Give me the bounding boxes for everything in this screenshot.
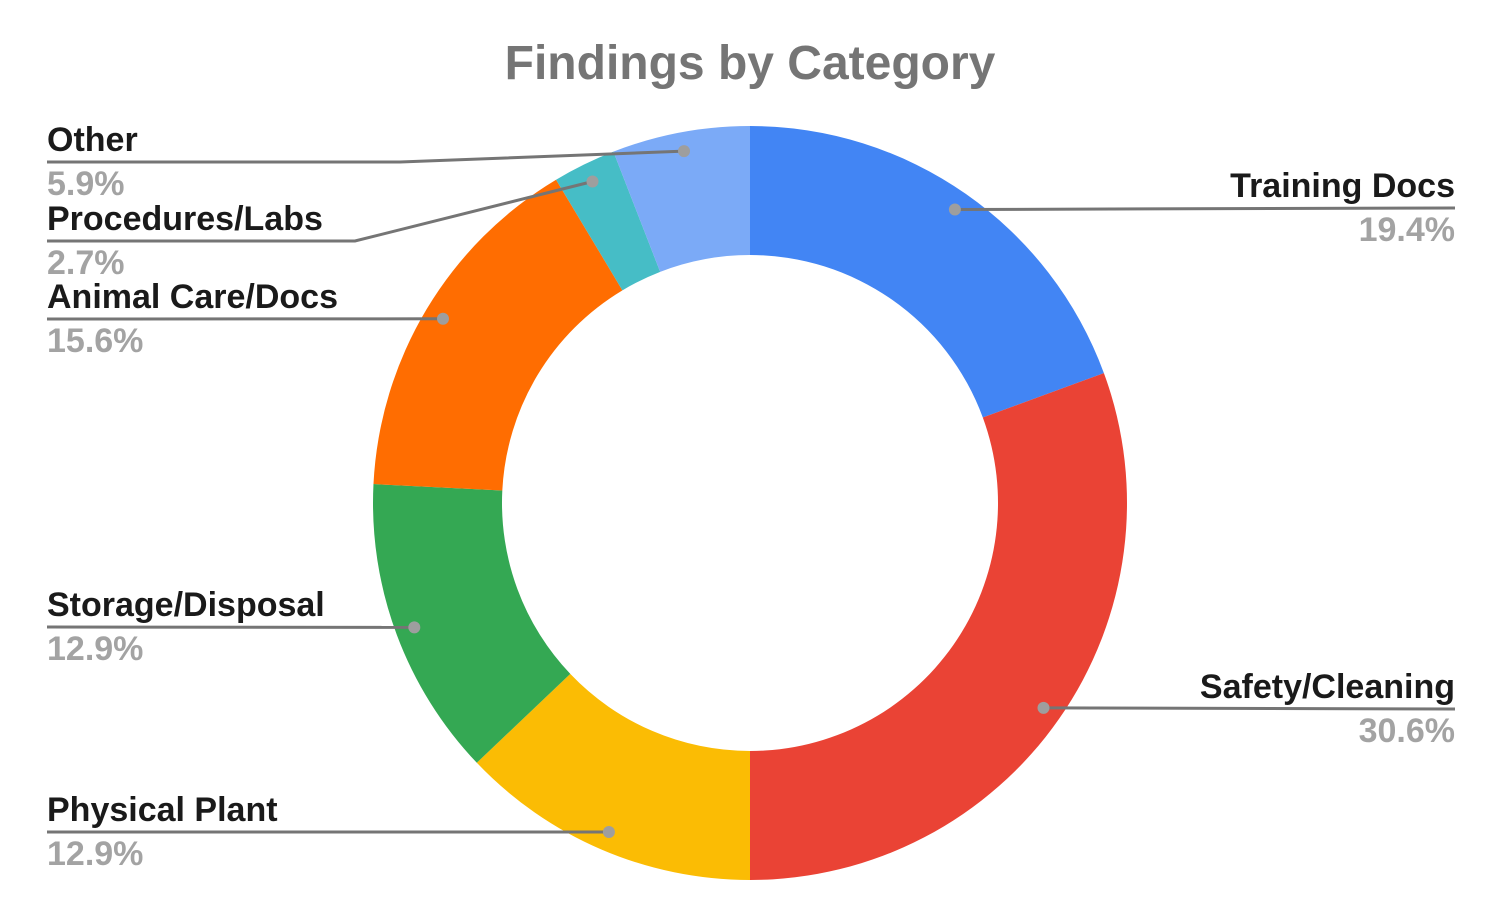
leader-dot-physical-plant xyxy=(602,826,615,838)
pie-slice-training-docs xyxy=(750,126,1104,418)
pie-slice-procedures-labs xyxy=(556,151,661,291)
leader-dot-training-docs xyxy=(948,203,961,216)
leader-dot-animal-care-docs xyxy=(437,312,449,325)
leader-line-other xyxy=(47,149,685,164)
leader-line-training-docs xyxy=(954,206,1456,211)
callout-percent: 30.6% xyxy=(1358,712,1455,750)
chart-title: Findings by Category xyxy=(504,37,996,90)
callout-procedures-labs: Procedures/Labs 2.7% xyxy=(47,199,323,283)
callout-label: Procedures/Labs xyxy=(47,200,323,238)
callout-other: Other 5.9% xyxy=(47,120,138,204)
pie-slice-safety-cleaning xyxy=(750,373,1127,880)
callout-percent: 12.9% xyxy=(47,630,144,668)
callout-animal-care-docs: Animal Care/Docs 15.6% xyxy=(47,277,338,361)
callout-label: Training Docs xyxy=(1230,167,1455,205)
callout-percent: 19.4% xyxy=(1358,211,1455,249)
pie-slice-storage-disposal xyxy=(373,484,571,763)
leader-dot-safety-cleaning xyxy=(1037,701,1050,714)
callout-percent: 2.7% xyxy=(47,244,125,282)
callout-percent: 15.6% xyxy=(47,322,144,360)
callout-percent: 12.9% xyxy=(47,835,144,873)
leader-line-procedures-labs xyxy=(47,180,593,243)
pie-slice-physical-plant xyxy=(476,673,750,880)
callout-training-docs: Training Docs 19.4% xyxy=(1230,166,1455,250)
callout-percent: 5.9% xyxy=(47,165,125,203)
pie-slice-animal-care-docs xyxy=(373,179,623,491)
leader-dot-procedures-labs xyxy=(586,175,599,188)
callout-physical-plant: Physical Plant 12.9% xyxy=(47,790,278,874)
callout-label: Safety/Cleaning xyxy=(1199,668,1455,706)
callout-storage-disposal: Storage/Disposal 12.9% xyxy=(47,585,325,669)
callout-label: Storage/Disposal xyxy=(47,586,325,624)
callout-label: Other xyxy=(47,121,138,159)
leader-dot-storage-disposal xyxy=(408,621,421,634)
leader-dot-other xyxy=(678,145,690,158)
pie-slice-other xyxy=(613,126,750,272)
callout-label: Animal Care/Docs xyxy=(47,278,338,316)
callout-label: Physical Plant xyxy=(47,791,278,829)
callout-safety-cleaning: Safety/Cleaning 30.6% xyxy=(1200,667,1455,751)
leader-line-safety-cleaning xyxy=(1043,706,1456,711)
